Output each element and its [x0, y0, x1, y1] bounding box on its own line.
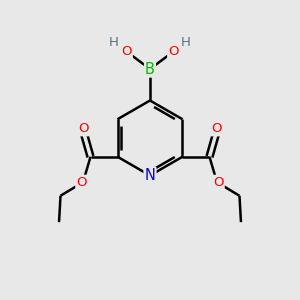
Text: O: O [168, 45, 179, 58]
Text: O: O [212, 122, 222, 135]
Text: B: B [145, 61, 155, 76]
Text: H: H [109, 35, 119, 49]
Text: O: O [213, 176, 224, 189]
Text: H: H [181, 35, 191, 49]
Text: O: O [121, 45, 132, 58]
Text: O: O [76, 176, 87, 189]
Text: O: O [78, 122, 88, 135]
Text: N: N [145, 168, 155, 183]
